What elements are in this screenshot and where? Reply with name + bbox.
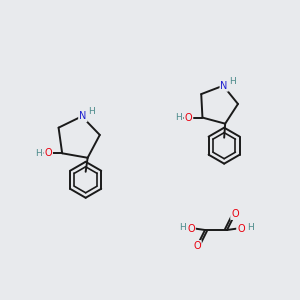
Text: H: H <box>247 224 254 232</box>
Text: O: O <box>193 241 201 251</box>
Text: O: O <box>187 224 195 234</box>
Text: H: H <box>178 224 185 232</box>
Text: O: O <box>44 148 52 158</box>
Text: H: H <box>35 149 41 158</box>
Text: O: O <box>231 209 239 219</box>
Text: H: H <box>229 77 236 86</box>
Text: O: O <box>237 224 245 234</box>
Text: N: N <box>79 111 86 121</box>
Text: N: N <box>220 81 228 91</box>
Text: O: O <box>184 112 192 123</box>
Text: H: H <box>175 113 182 122</box>
Text: H: H <box>88 107 95 116</box>
